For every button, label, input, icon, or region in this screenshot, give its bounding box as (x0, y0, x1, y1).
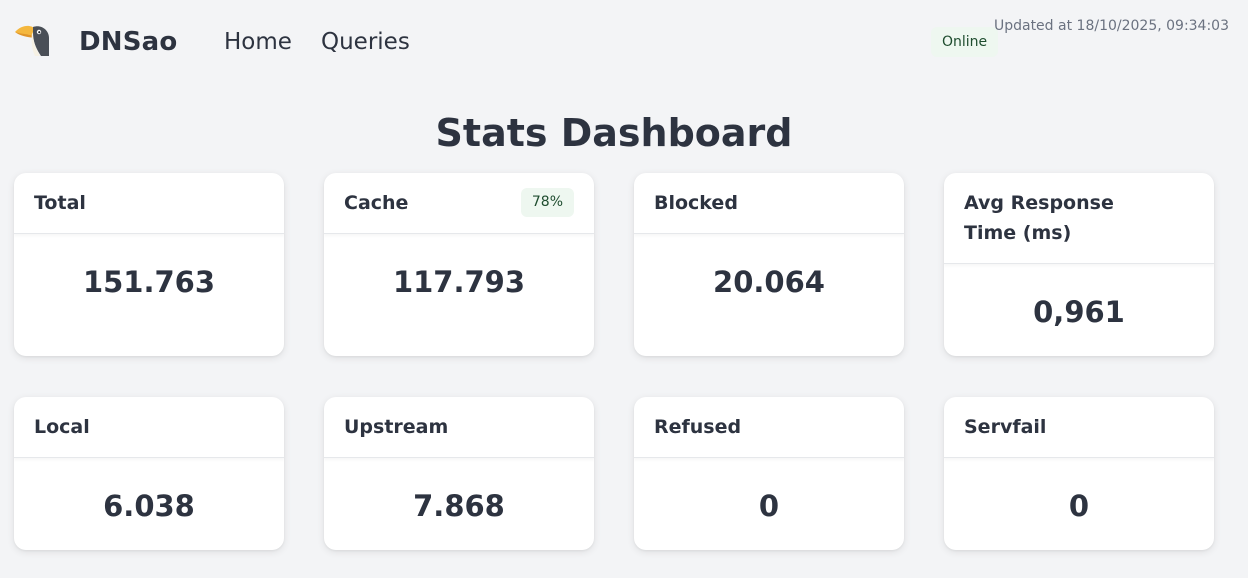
card-value: 0 (758, 489, 780, 523)
last-updated-value: 18/10/2025, 09:34:03 (1076, 18, 1229, 34)
card-title: Avg Response Time (ms) (964, 192, 1114, 244)
card-header: Local (14, 397, 284, 458)
top-navbar: DNSao Home Queries Online Updated at 18/… (0, 0, 1248, 84)
last-updated-label: Updated at (993, 18, 1073, 34)
card-title: Cache (344, 192, 409, 214)
stat-card-refused: Refused 0 (634, 397, 904, 550)
stat-card-upstream: Upstream 7.868 (324, 397, 594, 550)
card-title: Blocked (654, 192, 738, 214)
card-title: Total (34, 192, 86, 214)
card-header: Cache 78% (324, 173, 594, 234)
card-header: Avg Response Time (ms) (944, 173, 1214, 264)
card-value: 117.793 (392, 265, 526, 299)
card-value: 20.064 (713, 265, 825, 299)
stat-card-local: Local 6.038 (14, 397, 284, 550)
card-value: 151.763 (82, 265, 216, 299)
stat-card-cache: Cache 78% 117.793 (324, 173, 594, 356)
stat-card-avg-response-time: Avg Response Time (ms) 0,961 (944, 173, 1214, 356)
stat-card-blocked: Blocked 20.064 (634, 173, 904, 356)
card-title: Upstream (344, 416, 449, 438)
card-value: 0,961 (1033, 295, 1125, 329)
card-value: 7.868 (413, 489, 505, 523)
toucan-logo-icon[interactable] (13, 22, 51, 58)
card-value: 6.038 (103, 489, 195, 523)
card-title: Refused (654, 416, 742, 438)
card-header: Refused (634, 397, 904, 458)
app-brand[interactable]: DNSao (79, 27, 178, 57)
card-header: Upstream (324, 397, 594, 458)
card-value: 0 (1068, 489, 1090, 523)
stat-card-servfail: Servfail 0 (944, 397, 1214, 550)
cache-hit-rate-badge: 78% (520, 188, 574, 217)
card-header: Servfail (944, 397, 1214, 458)
card-header: Total (14, 173, 284, 234)
status-badge: Online (931, 27, 999, 57)
last-updated: Updated at 18/10/2025, 09:34:03 (994, 17, 1229, 35)
card-header: Blocked (634, 173, 904, 234)
stat-card-total: Total 151.763 (14, 173, 284, 356)
nav-home-link[interactable]: Home (224, 29, 292, 55)
page-title: Stats Dashboard (435, 111, 793, 155)
card-title: Servfail (964, 416, 1047, 438)
nav-queries-link[interactable]: Queries (321, 29, 410, 55)
card-title: Local (34, 416, 90, 438)
